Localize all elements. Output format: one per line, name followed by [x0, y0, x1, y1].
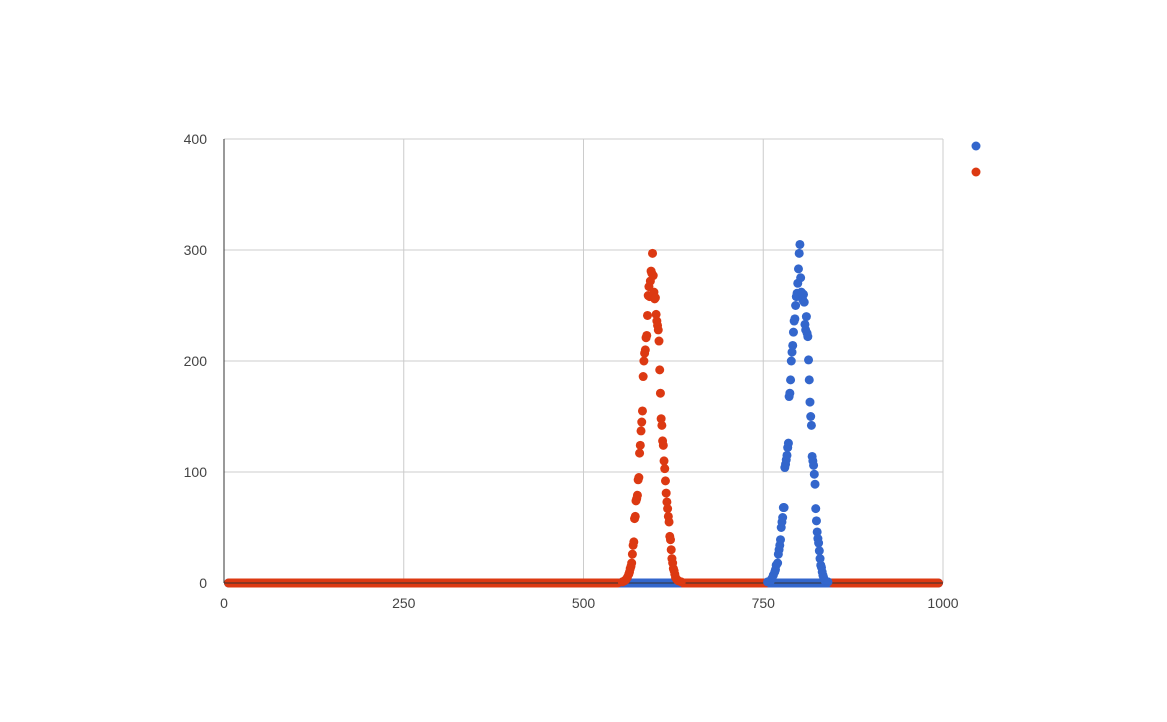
series-1-point	[788, 340, 798, 350]
series-1-point	[811, 516, 821, 526]
series-1-point	[799, 289, 809, 299]
series-2-point	[634, 473, 644, 483]
series-1-point	[782, 450, 792, 460]
series-1-point	[786, 375, 796, 385]
series-2-point	[661, 488, 671, 498]
series-2-point	[640, 345, 650, 355]
x-tick-label: 1000	[927, 595, 958, 611]
x-tick-label: 500	[572, 595, 596, 611]
x-tick-label: 250	[392, 595, 416, 611]
series-1-point	[799, 297, 809, 307]
series-1-point	[796, 273, 806, 283]
series-1-point	[805, 397, 815, 407]
series-1-point	[787, 347, 797, 357]
series-2-point	[650, 293, 660, 303]
series-2-point	[654, 336, 664, 346]
series-2-point	[638, 372, 648, 382]
series-2-point	[658, 440, 668, 450]
series-1-point	[806, 420, 816, 430]
series-1-point	[823, 577, 833, 587]
series-1-point	[783, 438, 793, 448]
series-1-point	[814, 538, 824, 548]
series-2-point	[629, 537, 639, 547]
series-2-point	[636, 426, 646, 436]
series-1-point	[773, 558, 783, 568]
legend	[971, 141, 981, 177]
series-1-point	[779, 503, 789, 513]
series-2-point	[630, 511, 640, 521]
legend-marker-series-2	[971, 167, 981, 177]
series-2-point	[657, 420, 667, 430]
series-2-point	[666, 545, 676, 555]
series-1-point	[803, 332, 813, 342]
y-tick-label: 200	[184, 353, 208, 369]
series-1-point	[814, 546, 824, 556]
y-tick-label: 0	[199, 575, 207, 591]
series-1-point	[811, 504, 821, 514]
grid-lines	[223, 138, 944, 584]
series-1-point	[776, 535, 786, 545]
series-1-point	[809, 469, 819, 479]
series-1-point	[815, 554, 825, 564]
series-1-point	[786, 356, 796, 366]
series-1-point	[795, 239, 805, 249]
y-tick-label: 400	[184, 131, 208, 147]
series-1-point	[788, 327, 798, 337]
series-2-point	[660, 476, 670, 486]
series-1-point	[810, 479, 820, 489]
series-2-point	[642, 330, 652, 340]
series-2-point	[663, 504, 673, 514]
series-2-point	[648, 271, 658, 281]
series-2-point	[627, 549, 637, 559]
y-tick-label: 300	[184, 242, 208, 258]
series-1-point	[793, 264, 803, 274]
series-2-point	[635, 440, 645, 450]
series-2-point	[655, 388, 665, 398]
x-tick-label: 750	[752, 595, 776, 611]
data-points	[617, 239, 833, 587]
series-2-point	[659, 456, 669, 466]
series-1-point	[794, 248, 804, 258]
tick-labels: 0 100 200 300 400 0 250 500 750 1000	[184, 131, 959, 611]
series-1-point	[804, 375, 814, 385]
series-2-point	[662, 497, 672, 507]
series-1-point	[790, 314, 800, 324]
series-1-point	[791, 301, 801, 310]
series-1-point	[801, 312, 811, 322]
series-1-point	[804, 355, 814, 365]
series-2-point	[676, 577, 686, 587]
series-2-point	[637, 406, 647, 416]
series-2-point	[642, 310, 652, 320]
series-2-point	[648, 248, 658, 258]
series-2-point	[639, 356, 649, 366]
series-2-point	[627, 558, 637, 568]
series-2-point	[651, 309, 661, 319]
series-2-point	[664, 517, 674, 527]
series-1-point	[778, 513, 788, 523]
x-tick-label: 0	[220, 595, 228, 611]
series-2-point	[632, 490, 642, 500]
series-2-point	[660, 464, 670, 474]
series-2-point	[655, 365, 665, 375]
series-1-point	[785, 388, 795, 398]
series-2-point	[637, 417, 647, 427]
series-2-point	[653, 325, 663, 335]
series-2-point	[635, 448, 645, 458]
series-1-point	[806, 412, 816, 421]
y-tick-label: 100	[184, 464, 208, 480]
series-2-point	[665, 535, 675, 545]
legend-marker-series-1	[971, 141, 981, 151]
series-1-point	[809, 460, 819, 470]
series-2-point	[656, 414, 666, 424]
series-1-point	[812, 527, 822, 537]
